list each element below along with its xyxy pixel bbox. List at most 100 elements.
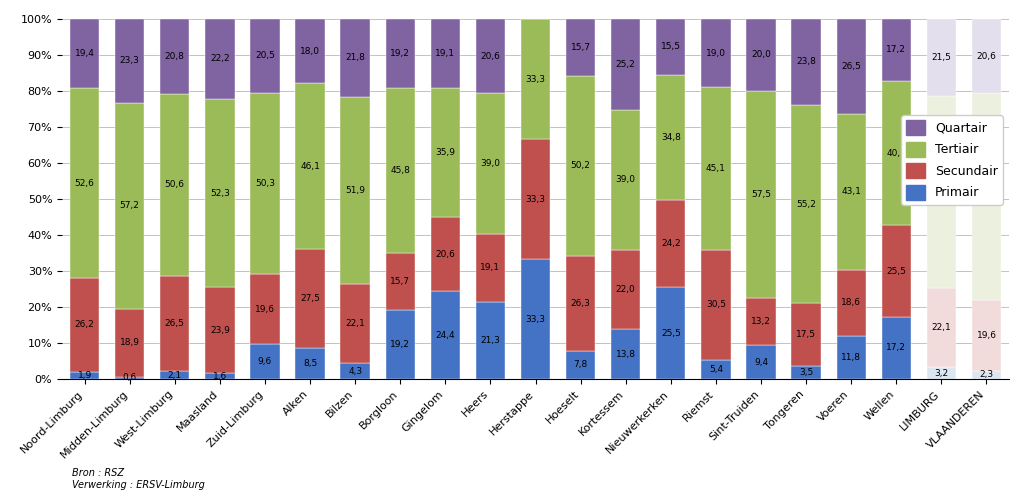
Text: 33,3: 33,3 <box>525 314 546 324</box>
Bar <box>341 97 370 284</box>
Bar <box>837 336 866 379</box>
Text: 21,3: 21,3 <box>480 336 501 345</box>
Bar <box>611 250 640 330</box>
Bar <box>837 270 866 336</box>
Bar <box>295 18 325 84</box>
Bar <box>927 368 956 379</box>
Text: 50,3: 50,3 <box>255 179 275 188</box>
Bar <box>656 19 685 75</box>
Bar <box>205 99 234 287</box>
Bar <box>882 226 911 317</box>
Bar <box>341 18 370 97</box>
Bar <box>295 348 325 379</box>
Bar <box>701 19 730 87</box>
Text: 3,2: 3,2 <box>934 368 948 378</box>
Bar <box>882 317 911 379</box>
Bar <box>70 372 99 379</box>
Bar <box>566 351 595 379</box>
Bar <box>566 256 595 351</box>
Bar <box>611 19 640 110</box>
Bar <box>701 360 730 379</box>
Text: 39,0: 39,0 <box>615 176 636 184</box>
Bar <box>972 93 1001 300</box>
Bar <box>341 284 370 364</box>
Text: 55,2: 55,2 <box>796 200 816 208</box>
Bar <box>386 88 415 254</box>
Text: 22,1: 22,1 <box>932 323 951 332</box>
Text: 19,2: 19,2 <box>390 340 411 349</box>
Bar <box>160 372 189 379</box>
Text: 1,9: 1,9 <box>78 371 92 380</box>
Text: 26,5: 26,5 <box>842 62 861 71</box>
Text: 15,5: 15,5 <box>660 42 681 51</box>
Bar <box>521 20 550 139</box>
Text: 57,5: 57,5 <box>751 190 771 198</box>
Text: 35,9: 35,9 <box>435 148 456 157</box>
Text: 25,2: 25,2 <box>615 60 636 69</box>
Bar <box>566 76 595 256</box>
Text: 22,1: 22,1 <box>345 319 365 328</box>
Bar <box>476 19 505 93</box>
Text: 1,6: 1,6 <box>213 372 227 380</box>
Bar <box>746 298 775 345</box>
Bar <box>386 20 415 88</box>
Bar <box>115 19 144 103</box>
Bar <box>431 217 460 291</box>
Text: 15,7: 15,7 <box>390 277 411 286</box>
Text: 23,8: 23,8 <box>796 58 816 66</box>
Bar <box>70 88 99 278</box>
Bar <box>160 19 189 94</box>
Text: 52,3: 52,3 <box>210 188 229 198</box>
Text: 18,6: 18,6 <box>841 298 861 308</box>
Bar <box>70 278 99 372</box>
Bar <box>70 18 99 88</box>
Text: 20,8: 20,8 <box>165 52 184 61</box>
Bar <box>656 287 685 379</box>
Bar <box>476 234 505 302</box>
Text: 18,0: 18,0 <box>300 46 321 56</box>
Text: 2,1: 2,1 <box>168 370 182 380</box>
Text: 17,2: 17,2 <box>887 46 906 54</box>
Bar <box>746 90 775 298</box>
Text: 17,5: 17,5 <box>796 330 816 340</box>
Bar <box>431 19 460 88</box>
Bar <box>927 19 956 96</box>
Bar <box>701 88 730 250</box>
Bar <box>792 104 820 304</box>
Bar <box>746 18 775 90</box>
Bar <box>250 19 280 93</box>
Bar <box>205 373 234 379</box>
Text: 21,5: 21,5 <box>932 53 951 62</box>
Text: 5,4: 5,4 <box>709 364 723 374</box>
Text: 20,6: 20,6 <box>480 52 501 60</box>
Text: 22,0: 22,0 <box>615 285 636 294</box>
Bar <box>656 75 685 200</box>
Bar <box>882 19 911 81</box>
Text: 3,5: 3,5 <box>799 368 813 377</box>
Text: 17,2: 17,2 <box>887 344 906 352</box>
Bar <box>295 84 325 249</box>
Bar <box>972 19 1001 93</box>
Text: 4,3: 4,3 <box>348 366 362 376</box>
Text: 26,2: 26,2 <box>75 320 94 330</box>
Bar <box>521 259 550 379</box>
Bar <box>566 19 595 76</box>
Bar <box>611 110 640 250</box>
Text: 33,3: 33,3 <box>525 194 546 203</box>
Text: 21,8: 21,8 <box>345 54 366 62</box>
Text: 0,6: 0,6 <box>123 374 137 382</box>
Bar <box>476 93 505 234</box>
Text: 24,2: 24,2 <box>660 239 681 248</box>
Text: 26,5: 26,5 <box>165 319 184 328</box>
Bar <box>160 276 189 372</box>
Bar <box>115 309 144 377</box>
Text: 50,2: 50,2 <box>570 162 591 170</box>
Text: 34,8: 34,8 <box>660 133 681 142</box>
Text: 45,1: 45,1 <box>706 164 726 173</box>
Legend: Quartair, Tertiair, Secundair, Primair: Quartair, Tertiair, Secundair, Primair <box>901 115 1002 205</box>
Text: 51,9: 51,9 <box>345 186 366 195</box>
Bar <box>792 304 820 366</box>
Bar <box>386 254 415 310</box>
Text: 33,3: 33,3 <box>525 75 546 84</box>
Text: 19,2: 19,2 <box>390 50 411 58</box>
